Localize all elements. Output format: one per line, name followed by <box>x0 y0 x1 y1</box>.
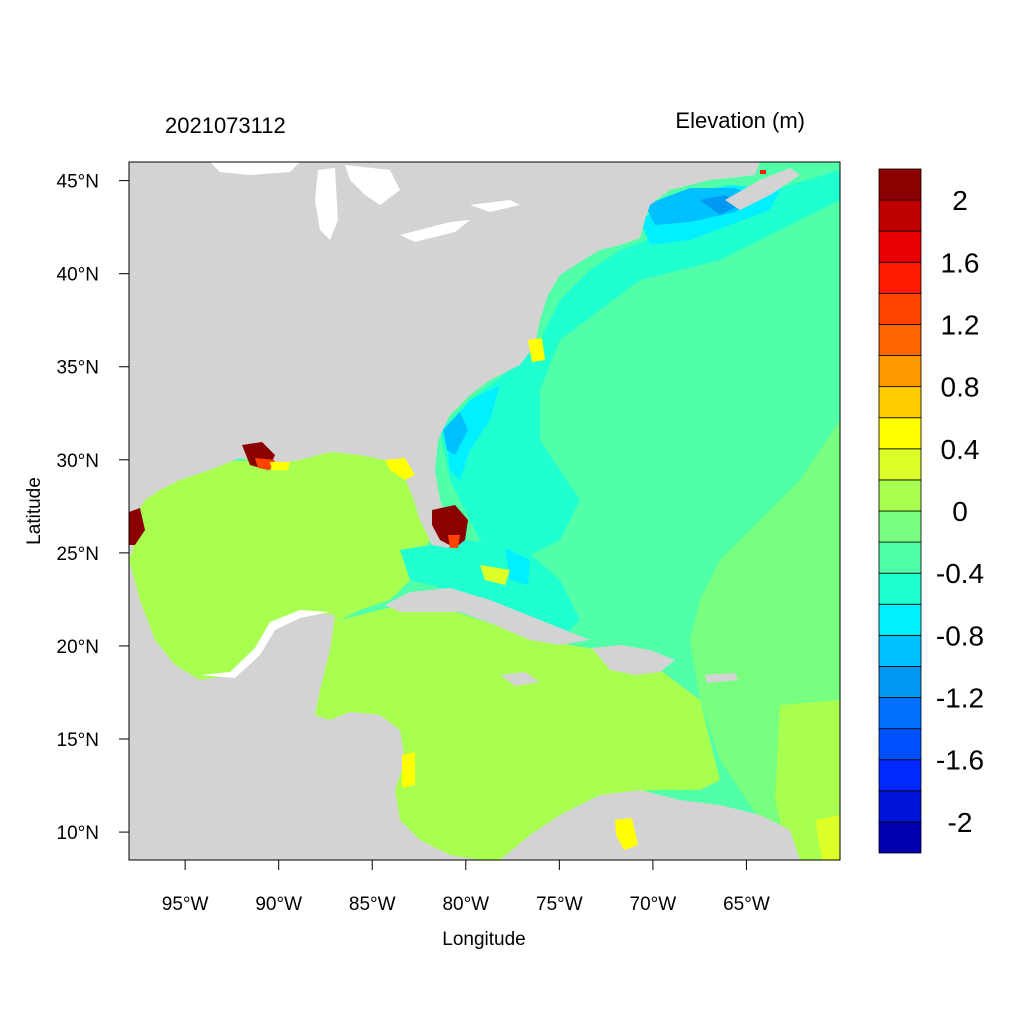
colorbar-swatch <box>878 666 922 698</box>
colorbar-swatch <box>878 261 922 294</box>
elevation-colorbar <box>878 168 922 854</box>
colorbar-swatch <box>878 199 922 232</box>
y-tick-label: 15°N <box>57 730 99 751</box>
lake-ontario <box>470 200 520 212</box>
colorbar-label: -0.4 <box>936 558 984 589</box>
north-america-land <box>129 162 760 560</box>
puerto-rico-land <box>705 673 738 683</box>
y-tick-label: 45°N <box>57 172 99 193</box>
map-frame <box>128 161 841 861</box>
y-tick-label: 35°N <box>57 358 99 379</box>
georgia-coast-deep <box>443 412 468 455</box>
colorbar-swatch <box>878 324 922 356</box>
chesapeake-surge <box>528 338 545 362</box>
florida-tip-surge <box>448 535 460 548</box>
south-america-land <box>500 790 800 860</box>
canada-surge-speck <box>760 170 766 174</box>
colorbar-label: 2 <box>952 185 968 216</box>
jamaica-land <box>500 672 540 686</box>
colorbar-swatch <box>878 168 922 201</box>
x-tick-label: 70°W <box>630 894 677 915</box>
surge-areas <box>129 338 638 850</box>
colorbar-swatch <box>878 697 922 730</box>
y-axis-ticks: 45°N 40°N 35°N 30°N 25°N 20°N 15°N 10°N <box>57 172 129 844</box>
y-tick-label: 25°N <box>57 544 99 565</box>
florida-straits-neg <box>400 540 580 640</box>
nova-scotia-land <box>725 168 800 210</box>
lake-erie <box>400 220 470 242</box>
y-axis-label: Latitude <box>24 477 45 545</box>
colorbar-swatch <box>878 790 922 823</box>
colorbar-swatch <box>878 292 922 325</box>
x-tick-label: 65°W <box>723 894 770 915</box>
colorbar-labels: -2 -1.6 -1.2 -0.8 -0.4 0 0.4 0.8 1.2 1.6 2 <box>936 185 984 838</box>
great-lakes <box>210 162 520 242</box>
colorbar-swatch <box>878 510 922 543</box>
colorbar-label: -1.2 <box>936 683 984 714</box>
x-axis-ticks: 95°W 90°W 85°W 80°W 75°W 70°W 65°W <box>162 860 770 915</box>
louisiana-surge-mid <box>255 458 275 470</box>
colorbar-label: -1.6 <box>936 745 984 776</box>
colorbar-label: 1.2 <box>941 309 980 340</box>
colorbar-swatch <box>878 541 922 574</box>
colorbar-label: 0.4 <box>941 434 980 465</box>
cuba-land <box>385 588 590 645</box>
map-panel <box>129 162 840 860</box>
colorbar-label: -2 <box>948 807 973 838</box>
colorbar-swatch <box>878 603 922 636</box>
colorbar-swatch <box>878 572 922 605</box>
colorbar-swatch <box>878 448 922 481</box>
x-tick-label: 75°W <box>536 894 583 915</box>
colorbar-swatch <box>878 479 922 512</box>
colorbar-label: -0.8 <box>936 620 984 651</box>
lake-superior <box>210 162 300 175</box>
map-date-title: 2021073112 <box>165 113 286 138</box>
map-variable-title: Elevation (m) <box>675 108 805 133</box>
hispaniola-land <box>592 645 675 675</box>
x-tick-label: 90°W <box>255 894 302 915</box>
east-coast-shelf <box>440 170 840 560</box>
y-tick-label: 40°N <box>57 265 99 286</box>
colorbar-swatch <box>878 821 922 854</box>
yucatan-coast-strip <box>200 610 330 678</box>
venezuela-surge <box>615 818 638 850</box>
lake-huron <box>345 165 400 205</box>
trinidad-surge <box>815 815 840 860</box>
colorbar-swatch <box>878 634 922 667</box>
lake-michigan <box>315 168 338 240</box>
colorbar-label: 0 <box>952 496 968 527</box>
louisiana-surge-low <box>270 462 290 470</box>
land-masses <box>129 162 800 860</box>
y-tick-label: 10°N <box>57 823 99 844</box>
texas-surge <box>129 508 145 545</box>
colorbar-label: 0.8 <box>941 372 980 403</box>
colorbar-swatch <box>878 759 922 792</box>
colorbar-swatch <box>878 728 922 761</box>
y-tick-label: 30°N <box>57 451 99 472</box>
colorbar-swatch <box>878 386 922 419</box>
y-tick-label: 20°N <box>57 637 99 658</box>
colorbar-swatch <box>878 230 922 263</box>
gulf-of-honduras-positive <box>480 565 510 585</box>
x-tick-label: 85°W <box>349 894 396 915</box>
x-tick-label: 95°W <box>162 894 209 915</box>
x-tick-label: 80°W <box>442 894 489 915</box>
bahamas-neg <box>505 548 530 585</box>
colorbar-swatch <box>878 417 922 450</box>
big-bend-surge <box>385 458 415 480</box>
x-axis-label: Longitude <box>442 929 525 950</box>
south-atlantic-bight-neg <box>445 385 500 480</box>
colorbar-swatch <box>878 355 922 388</box>
nicaragua-surge <box>402 752 415 788</box>
colorbar-label: 1.6 <box>941 247 980 278</box>
central-america-land <box>129 720 380 860</box>
